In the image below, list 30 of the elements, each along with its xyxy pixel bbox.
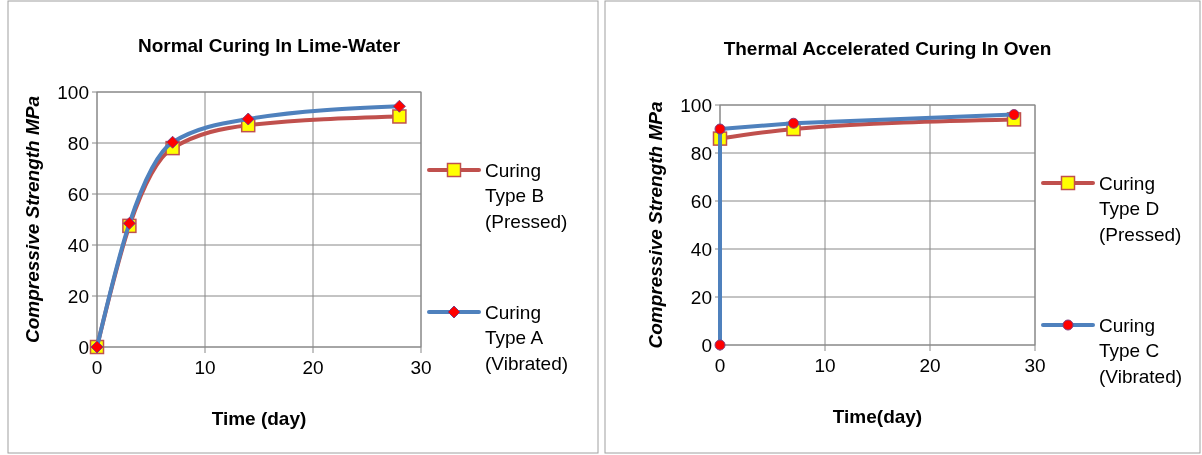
x-tick-label: 20 (302, 357, 324, 378)
y-axis-title: Compressive Strength MPa (22, 95, 43, 344)
y-tick-label: 60 (67, 183, 89, 205)
y-tick-label: 20 (67, 285, 89, 307)
legend-label: Curing Type B (Pressed) (485, 159, 568, 232)
legend-label: Curing Type A (Vibrated) (485, 301, 569, 374)
y-tick-label: 80 (67, 132, 89, 154)
y-tick-label: 80 (690, 142, 712, 164)
x-axis-title: Time (day) (211, 408, 307, 429)
x-tick-label: 10 (814, 355, 836, 376)
x-axis-title: Time(day) (832, 406, 923, 427)
y-tick-label: 100 (680, 94, 712, 116)
y-axis-title: Compressive Strength MPa (645, 101, 666, 349)
y-tick-label: 40 (67, 234, 89, 256)
legend-label: Curing Type C (Vibrated) (1099, 314, 1183, 387)
y-tick-label: 40 (690, 238, 712, 260)
x-tick-label: 10 (194, 357, 216, 378)
x-tick-label: 0 (91, 357, 103, 378)
x-tick-label: 20 (919, 355, 941, 376)
legend-label: Curing Type D (Pressed) (1099, 172, 1182, 245)
chart-title: Normal Curing In Lime-Water (137, 35, 401, 56)
x-tick-label: 0 (714, 355, 726, 376)
x-tick-label: 30 (1024, 355, 1046, 376)
y-tick-label: 20 (690, 286, 712, 308)
x-tick-label: 30 (410, 357, 432, 378)
y-tick-label: 0 (701, 334, 712, 356)
chart-title: Thermal Accelerated Curing In Oven (723, 38, 1052, 59)
y-tick-label: 0 (78, 336, 89, 358)
y-tick-label: 60 (690, 190, 712, 212)
y-tick-label: 100 (57, 81, 89, 103)
